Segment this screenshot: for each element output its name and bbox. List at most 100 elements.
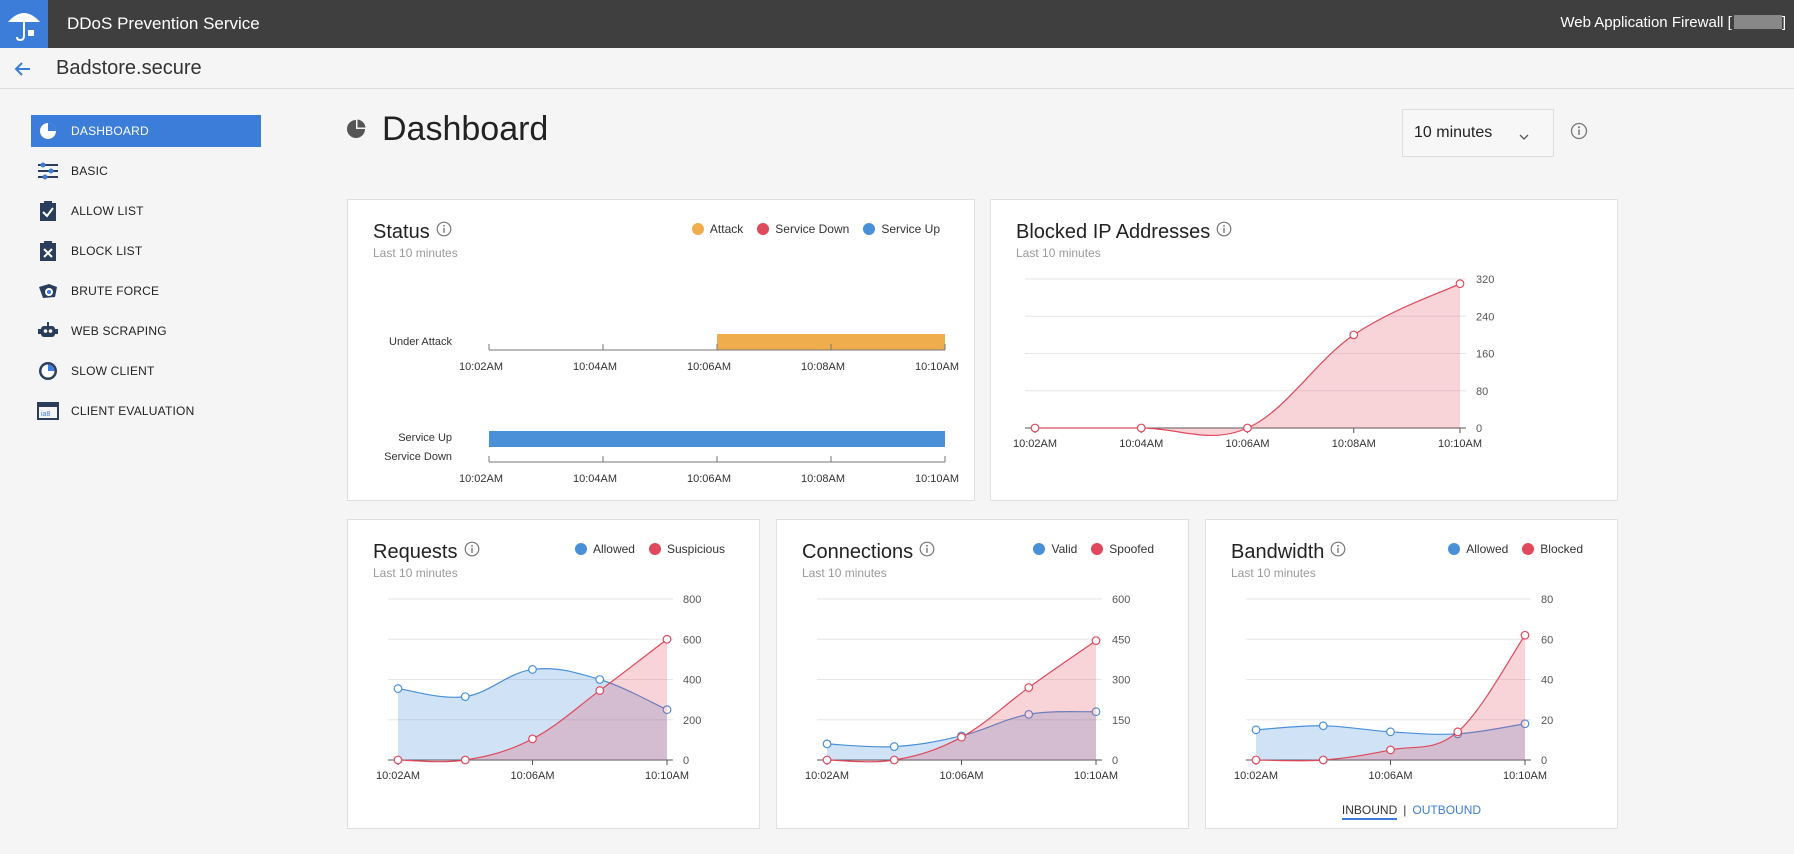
gauge-icon — [35, 358, 61, 384]
y-tick-label: 160 — [1476, 349, 1494, 361]
y-tick-label: 300 — [1112, 675, 1130, 687]
connections-title: Connections — [802, 541, 914, 563]
legend-dot — [863, 223, 876, 235]
x-tick-label: 10:02AM — [805, 770, 849, 782]
sidebar-item-block-list[interactable]: BLOCK LIST — [31, 235, 261, 267]
y-tick-label: 0 — [1541, 755, 1547, 767]
data-point-spoofed — [822, 755, 832, 765]
data-point-valid — [1024, 709, 1034, 719]
x-tick-label: 10:02AM — [1013, 438, 1057, 450]
back-arrow-icon[interactable] — [12, 58, 34, 85]
y-tick-label: 240 — [1476, 311, 1494, 323]
legend-item-service-up[interactable]: Service Up — [863, 222, 940, 236]
bandwidth-card: Bandwidth Last 10 minutes Allowed Blocke… — [1205, 519, 1618, 829]
requests-chart: 0 200 400 600 800 10:02AM 10:06AM 10:10AM — [376, 594, 701, 782]
data-point-blocked — [1251, 755, 1261, 765]
status-bar-attack — [717, 334, 945, 350]
data-point-blocked — [1318, 755, 1328, 765]
sidebar-item-dashboard[interactable]: DASHBOARD — [31, 115, 261, 147]
data-point-suspicious — [460, 755, 470, 765]
data-point-suspicious — [662, 634, 672, 644]
sliders-icon — [35, 158, 61, 184]
x-tick-label: 10:02AM — [1234, 770, 1278, 782]
legend-item-spoofed[interactable]: Spoofed — [1091, 542, 1154, 556]
x-tick-label: 10:02AM — [376, 770, 420, 782]
x-tick-label: 10:04AM — [573, 473, 617, 485]
legend-item-valid[interactable]: Valid — [1033, 542, 1077, 556]
info-icon[interactable] — [436, 220, 452, 243]
sidebar-item-web-scraping[interactable]: WEB SCRAPING — [31, 315, 261, 347]
card-title: Status — [373, 220, 452, 244]
x-tick-label: 10:10AM — [645, 770, 689, 782]
legend-label: Service Down — [775, 222, 850, 236]
brute-force-icon — [35, 278, 61, 304]
card-subtitle: Last 10 minutes — [1231, 566, 1316, 580]
tab-inbound[interactable]: INBOUND — [1341, 803, 1398, 820]
x-tick-label: 10:06AM — [510, 770, 554, 782]
blocked-ip-chart: 0 80 160 240 320 10:02AM 10:04AM 10:06AM 10:08AM… — [1013, 274, 1494, 450]
sidebar-item-label: BASIC — [71, 164, 109, 178]
legend-dot — [1448, 543, 1461, 555]
x-tick-label: 10:10AM — [915, 473, 959, 485]
x-tick-label: 10:06AM — [1368, 770, 1412, 782]
chevron-down-icon — [1519, 128, 1529, 146]
bandwidth-chart: 0 20 40 60 80 10:02AM 10:06AM 10:10AM — [1234, 594, 1553, 782]
data-point-spoofed — [1024, 683, 1034, 692]
legend-item-allowed[interactable]: Allowed — [574, 542, 635, 556]
sidebar-item-basic[interactable]: BASIC — [31, 155, 261, 187]
y-tick-label: 20 — [1541, 715, 1553, 727]
clipboard-check-icon — [35, 198, 61, 224]
sidebar-item-label: SLOW CLIENT — [71, 364, 155, 378]
sidebar-item-allow-list[interactable]: ALLOW LIST — [31, 195, 261, 227]
info-icon[interactable] — [1330, 540, 1346, 563]
sidebar-item-label: BLOCK LIST — [71, 244, 143, 258]
x-tick-label: 10:08AM — [801, 473, 845, 485]
data-point-allowed — [662, 705, 672, 715]
info-icon[interactable] — [1570, 122, 1588, 145]
sidebar-item-slow-client[interactable]: SLOW CLIENT — [31, 355, 261, 387]
requests-card: Requests Last 10 minutes Allowed Suspici… — [347, 519, 760, 829]
data-point-spoofed — [889, 755, 899, 765]
blocked-title: Blocked IP Addresses — [1016, 221, 1211, 243]
legend-label: Attack — [709, 222, 744, 236]
time-range-select[interactable]: 10 minutes — [1402, 109, 1554, 157]
data-point-spoofed — [957, 732, 966, 742]
data-point-suspicious — [595, 686, 605, 695]
tab-outbound[interactable]: OUTBOUND — [1412, 803, 1482, 817]
robot-icon — [35, 318, 61, 344]
clipboard-x-icon — [35, 238, 61, 264]
x-tick-label: 10:02AM — [459, 361, 503, 373]
y-tick-label: 150 — [1112, 715, 1130, 727]
y-tick-label: 320 — [1476, 274, 1494, 286]
legend-label: Spoofed — [1109, 542, 1154, 556]
y-tick-label: 600 — [683, 634, 701, 646]
x-tick-label: 10:10AM — [1503, 770, 1547, 782]
waf-label[interactable]: Web Application Firewall [] — [1560, 14, 1786, 31]
info-icon[interactable] — [919, 540, 935, 563]
legend-item-suspicious[interactable]: Suspicious — [648, 542, 725, 556]
data-point-blocked — [1243, 423, 1252, 433]
data-point-blocked — [1520, 630, 1530, 640]
data-point-allowed — [1251, 725, 1261, 735]
time-range-value: 10 minutes — [1414, 124, 1493, 141]
legend-dot — [574, 543, 587, 555]
legend-item-service-down[interactable]: Service Down — [757, 222, 849, 236]
tab-separator: | — [1403, 803, 1407, 817]
legend-item-blocked[interactable]: Blocked — [1522, 542, 1583, 556]
info-icon[interactable] — [464, 540, 480, 563]
card-subtitle: Last 10 minutes — [373, 566, 458, 580]
site-title: Badstore.secure — [56, 57, 202, 79]
legend-item-allowed[interactable]: Allowed — [1448, 542, 1508, 556]
sub-header: Badstore.secure — [0, 48, 1794, 89]
info-icon[interactable] — [1216, 220, 1232, 243]
captcha-icon: ia8 — [35, 398, 61, 424]
sidebar-item-client-evaluation[interactable]: ia8 CLIENT EVALUATION — [31, 395, 261, 427]
legend-item-attack[interactable]: Attack — [691, 222, 744, 236]
y-tick-label: 200 — [683, 715, 701, 727]
sidebar-item-brute-force[interactable]: BRUTE FORCE — [31, 275, 261, 307]
data-point-allowed — [393, 684, 403, 693]
data-point-valid — [1091, 707, 1101, 717]
data-point-allowed — [1520, 719, 1530, 729]
connections-chart: 0 150 300 450 600 10:02AM 10:06AM 10:10AM — [805, 594, 1130, 782]
umbrella-logo-icon[interactable] — [0, 0, 48, 48]
